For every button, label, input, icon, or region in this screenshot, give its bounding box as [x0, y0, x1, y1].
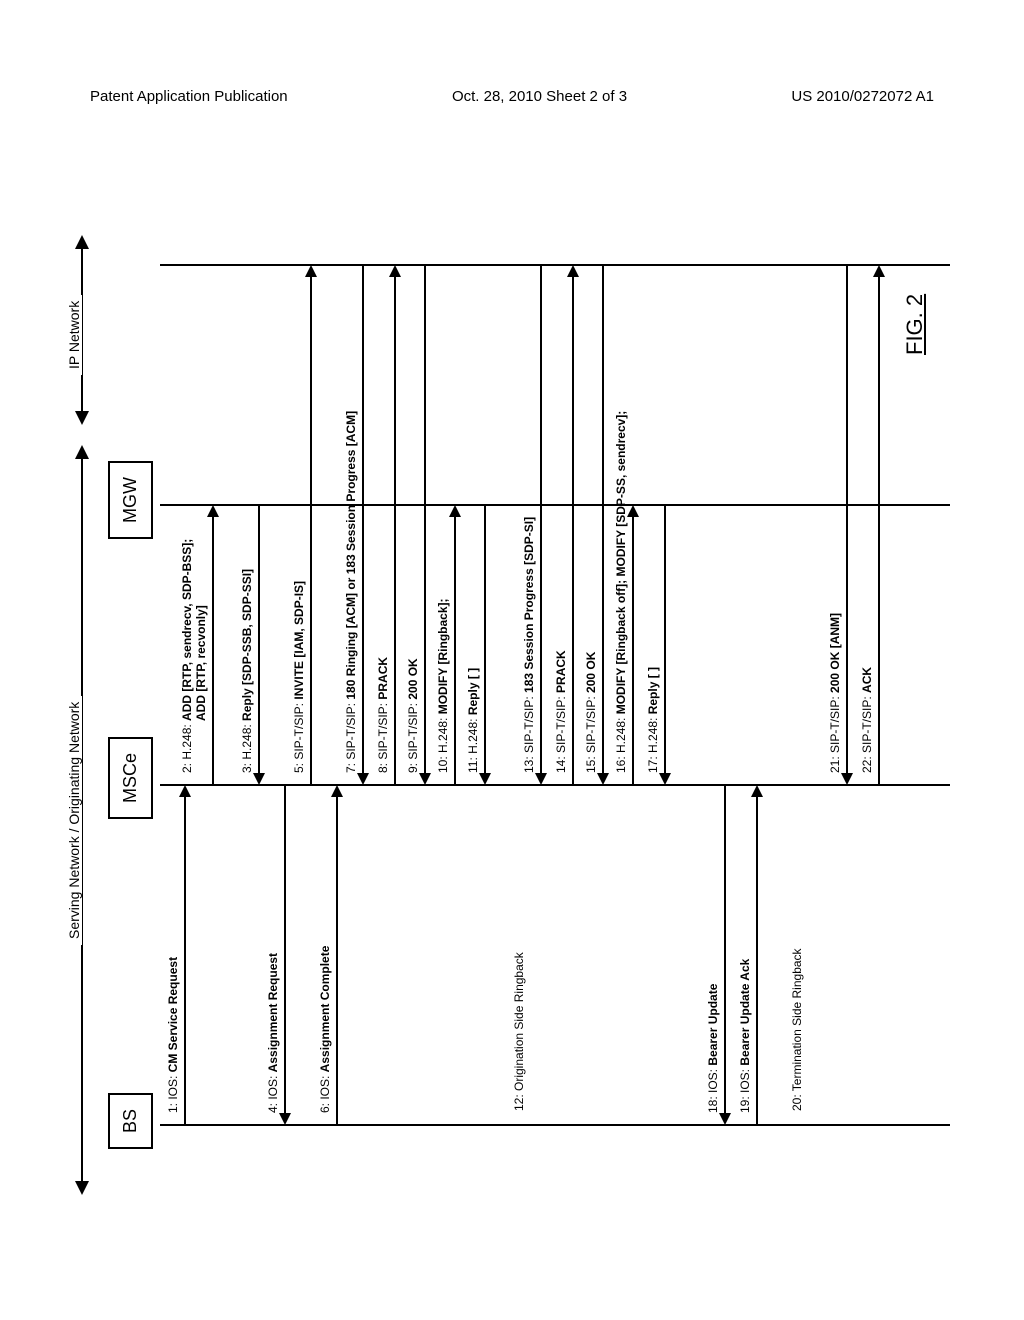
note-12: 12: Origination Side Ringback: [512, 952, 526, 1111]
figure-rotated-container: Serving Network / Originating Network IP…: [110, 265, 1024, 1165]
arrow-shaft: [424, 265, 426, 773]
arrow-shaft: [484, 505, 486, 773]
arrow-left-icon: [75, 411, 89, 425]
header-center: Oct. 28, 2010 Sheet 2 of 3: [452, 88, 627, 105]
arrow-shaft: [540, 265, 542, 773]
actor-mgw-label: MGW: [120, 477, 140, 523]
message-label: 17: H.248: Reply [ ]: [646, 667, 660, 773]
arrow-left-icon: [535, 773, 547, 785]
arrow-left-icon: [279, 1113, 291, 1125]
arrow-shaft: [664, 505, 666, 773]
arrow-left-icon: [597, 773, 609, 785]
message-label: 5: SIP-T/SIP: INVITE [IAM, SDP-IS]: [292, 581, 306, 773]
arrow-left-icon: [357, 773, 369, 785]
arrow-shaft: [336, 797, 338, 1125]
message-label: 11: H.248: Reply [ ]: [466, 668, 480, 773]
message-label: 6: IOS: Assignment Complete: [318, 946, 332, 1113]
arrow-left-icon: [253, 773, 265, 785]
arrow-shaft: [184, 797, 186, 1125]
actor-bs-label: BS: [120, 1109, 140, 1133]
message-label: 19: IOS: Bearer Update Ack: [738, 959, 752, 1113]
page-header: Patent Application Publication Oct. 28, …: [90, 88, 934, 105]
arrow-right-icon: [567, 265, 579, 277]
arrow-right-icon: [449, 505, 461, 517]
header-left: Patent Application Publication: [90, 88, 288, 105]
message-label: 9: SIP-T/SIP: 200 OK: [406, 658, 420, 773]
arrow-right-icon: [305, 265, 317, 277]
message-label: 16: H.248: MODIFY [Ringback off]; MODIFY…: [614, 411, 628, 773]
header-right: US 2010/0272072 A1: [791, 88, 934, 105]
arrow-shaft: [284, 785, 286, 1113]
message-label: 18: IOS: Bearer Update: [706, 984, 720, 1113]
message-label: 8: SIP-T/SIP: PRACK: [376, 657, 390, 773]
lifeline-ip: [160, 264, 950, 266]
message-label: 7: SIP-T/SIP: 180 Ringing [ACM] or 183 S…: [344, 411, 358, 773]
arrow-right-icon: [331, 785, 343, 797]
arrow-shaft: [756, 797, 758, 1125]
note-20: 20: Termination Side Ringback: [790, 948, 804, 1111]
arrow-right-icon: [751, 785, 763, 797]
arrow-right-icon: [627, 505, 639, 517]
arrow-shaft: [258, 505, 260, 773]
sequence-diagram: Serving Network / Originating Network IP…: [70, 225, 970, 1205]
arrow-shaft: [310, 277, 312, 785]
arrow-right-icon: [389, 265, 401, 277]
arrow-right-icon: [75, 445, 89, 459]
message-label: 2: H.248: ADD [RTP, sendrecv, SDP-BSS];A…: [180, 539, 208, 773]
lifeline-msce: [160, 784, 950, 786]
actor-mgw: MGW: [108, 461, 153, 539]
message-label: 4: IOS: Assignment Request: [266, 953, 280, 1113]
actor-msce-label: MSCe: [120, 753, 140, 803]
page: Patent Application Publication Oct. 28, …: [0, 0, 1024, 1320]
arrow-right-icon: [179, 785, 191, 797]
arrow-shaft: [724, 785, 726, 1113]
actor-msce: MSCe: [108, 737, 153, 819]
arrow-shaft: [572, 277, 574, 785]
actor-bs: BS: [108, 1093, 153, 1149]
arrow-left-icon: [419, 773, 431, 785]
arrow-shaft: [362, 265, 364, 773]
arrow-shaft: [212, 517, 214, 785]
arrow-shaft: [878, 277, 880, 785]
arrow-shaft: [394, 277, 396, 785]
arrow-left-icon: [841, 773, 853, 785]
arrow-left-icon: [75, 1181, 89, 1195]
arrow-right-icon: [873, 265, 885, 277]
message-label: 21: SIP-T/SIP: 200 OK [ANM]: [828, 613, 842, 773]
message-label: 15: SIP-T/SIP: 200 OK: [584, 652, 598, 773]
message-label: 14: SIP-T/SIP: PRACK: [554, 650, 568, 773]
arrow-left-icon: [659, 773, 671, 785]
lifeline-mgw: [160, 504, 950, 506]
figure-label: FIG. 2: [902, 294, 928, 355]
arrow-shaft: [846, 265, 848, 773]
message-label: 13: SIP-T/SIP: 183 Session Progress [SDP…: [522, 517, 536, 773]
arrow-left-icon: [719, 1113, 731, 1125]
arrow-right-icon: [75, 235, 89, 249]
message-label: 1: IOS: CM Service Request: [166, 957, 180, 1113]
arrow-shaft: [632, 517, 634, 785]
message-label: 10: H.248: MODIFY [Ringback];: [436, 599, 450, 774]
arrow-right-icon: [207, 505, 219, 517]
arrow-shaft: [602, 265, 604, 773]
arrow-left-icon: [479, 773, 491, 785]
message-label: 22: SIP-T/SIP: ACK: [860, 667, 874, 773]
message-label: 3: H.248: Reply [SDP-SSB, SDP-SSI]: [240, 569, 254, 773]
serving-network-label: Serving Network / Originating Network: [66, 696, 82, 945]
ip-network-label: IP Network: [66, 295, 82, 375]
arrow-shaft: [454, 517, 456, 785]
